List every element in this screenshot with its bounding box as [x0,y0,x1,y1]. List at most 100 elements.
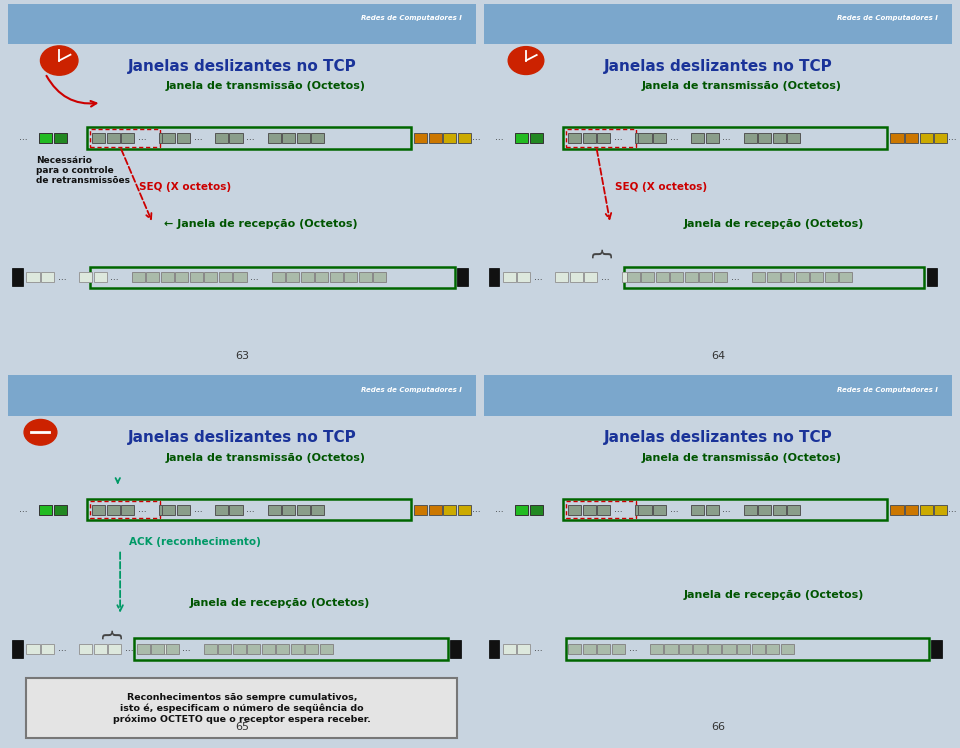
Text: {: { [99,628,118,643]
Bar [107,132,120,143]
Bar [737,644,750,654]
Text: ...: ... [138,505,147,514]
Bar [641,272,655,282]
Bar [503,644,516,654]
Bar [565,638,929,660]
Text: Janela de transmissão (Octetos): Janela de transmissão (Octetos) [641,453,842,463]
Bar [190,272,203,282]
Bar [8,4,476,44]
Bar [204,644,217,654]
Bar [89,501,160,518]
Bar [517,272,530,282]
Bar [597,504,611,515]
Text: ...: ... [731,273,739,282]
Bar [926,268,937,286]
Bar [415,504,427,515]
Text: Redes de Computadores I: Redes de Computadores I [361,15,462,21]
Text: ...: ... [534,273,542,282]
Bar [714,272,727,282]
Text: ...: ... [948,133,957,142]
Bar [825,272,838,282]
Text: ...: ... [110,273,119,282]
Bar [132,272,145,282]
Bar [708,644,721,654]
Bar [159,504,172,515]
Bar [41,644,54,654]
Bar [177,132,190,143]
Bar [622,272,636,282]
Text: Redes de Computadores I: Redes de Computadores I [837,15,938,21]
Text: ...: ... [472,505,481,514]
Text: Janela de transmissão (Octetos): Janela de transmissão (Octetos) [165,453,366,463]
Text: ...: ... [19,505,28,514]
Bar [93,644,107,654]
Bar [93,272,107,282]
Bar [229,504,243,515]
Bar [706,504,719,515]
Bar [311,132,324,143]
Bar [54,132,66,143]
Bar [415,132,427,143]
Bar [934,504,948,515]
Bar [920,132,933,143]
Bar [305,644,319,654]
Bar [744,504,756,515]
Bar [458,504,471,515]
Bar [565,129,636,147]
Bar [781,272,794,282]
Bar [752,272,765,282]
Bar [54,504,66,515]
Bar [429,504,442,515]
Bar [27,272,39,282]
Bar [530,132,542,143]
Bar [693,644,707,654]
Bar [151,644,164,654]
Bar [162,504,176,515]
Text: SEQ (X octetos): SEQ (X octetos) [615,182,708,192]
Bar [177,504,190,515]
Text: ...: ... [629,645,637,654]
Text: 64: 64 [711,351,725,361]
Bar [444,504,457,515]
Bar [232,644,246,654]
Bar [215,132,228,143]
Bar [773,504,786,515]
Bar [146,272,159,282]
Text: Janela de transmissão (Octetos): Janela de transmissão (Octetos) [641,82,842,91]
Bar [344,272,357,282]
Bar [79,644,92,654]
Bar [758,132,772,143]
Bar [429,132,442,143]
Bar [457,268,468,286]
Bar [597,132,611,143]
Text: Janela de recepção (Octetos): Janela de recepção (Octetos) [684,218,865,229]
Text: ...: ... [138,133,147,142]
Bar [8,375,476,416]
Bar [458,132,471,143]
Text: ...: ... [495,505,504,514]
Bar [282,132,296,143]
Text: ...: ... [58,645,66,654]
Bar [934,132,948,143]
Bar [79,272,92,282]
Bar [39,504,52,515]
Bar [27,678,457,738]
Bar [568,132,582,143]
Bar [612,644,625,654]
Bar [89,266,455,288]
Bar [248,644,260,654]
Bar [810,272,824,282]
Bar [787,504,801,515]
Bar [568,504,582,515]
Text: Janela de transmissão (Octetos): Janela de transmissão (Octetos) [165,82,366,91]
Bar [162,132,176,143]
Text: ...: ... [601,273,610,282]
Text: ...: ... [534,645,542,654]
Text: ...: ... [246,505,254,514]
Bar [329,272,343,282]
Bar [229,132,243,143]
Bar [176,272,188,282]
Bar [744,132,756,143]
Bar [92,132,106,143]
Bar [670,272,684,282]
